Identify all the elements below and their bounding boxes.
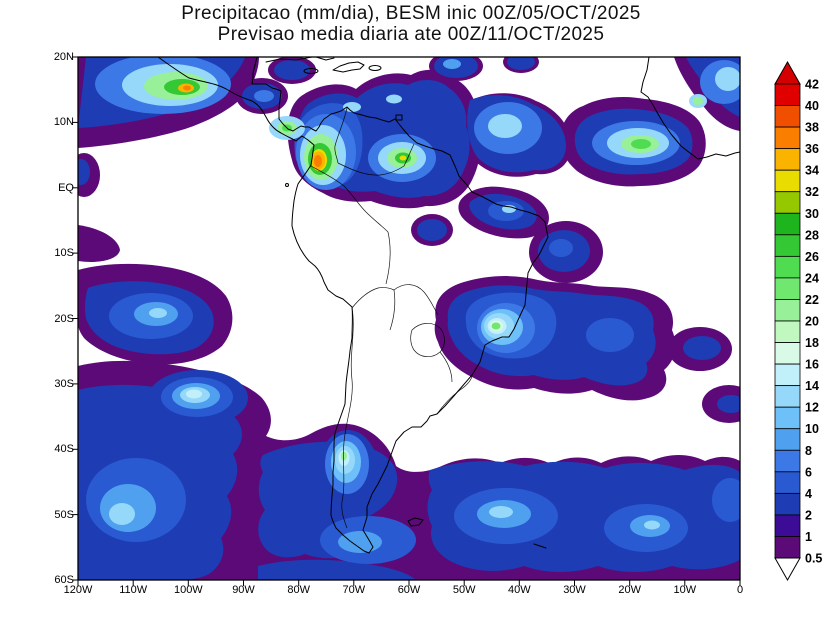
y-axis-label-30S: 30S — [34, 378, 74, 390]
x-axis-label-110W: 110W — [111, 584, 155, 596]
colorbar-cell — [775, 386, 800, 408]
y-axis-label-10N: 10N — [34, 116, 74, 128]
colorbar-cell — [775, 127, 800, 149]
colorbar-cell — [775, 343, 800, 365]
colorbar-cell — [775, 536, 800, 558]
colorbar-label-16: 16 — [805, 358, 819, 372]
colorbar-label-6: 6 — [805, 465, 812, 479]
precip-field-layer — [68, 51, 756, 580]
colorbar-label-42: 42 — [805, 78, 819, 92]
colorbar-cell — [775, 450, 800, 472]
colorbar-label-4: 4 — [805, 487, 812, 501]
x-axis-label-0: 0 — [718, 584, 762, 596]
colorbar-label-14: 14 — [805, 379, 819, 393]
colorbar-label-22: 22 — [805, 293, 819, 307]
colorbar-cell — [775, 472, 800, 494]
colorbar-cell — [775, 278, 800, 300]
y-axis-label-EQ: EQ — [34, 182, 74, 194]
x-axis-label-50W: 50W — [442, 584, 486, 596]
colorbar-label-10: 10 — [805, 422, 819, 436]
colorbar-label-38: 38 — [805, 121, 819, 135]
colorbar-cell — [775, 235, 800, 257]
colorbar-label-36: 36 — [805, 142, 819, 156]
y-axis-label-40S: 40S — [34, 443, 74, 455]
x-axis-label-40W: 40W — [497, 584, 541, 596]
x-axis-label-10W: 10W — [663, 584, 707, 596]
y-axis-label-50S: 50S — [34, 509, 74, 521]
colorbar-cell — [775, 149, 800, 171]
colorbar-cell — [775, 515, 800, 537]
colorbar-label-8: 8 — [805, 444, 812, 458]
colorbar-cell — [775, 429, 800, 451]
colorbar-label-26: 26 — [805, 250, 819, 264]
colorbar-cell — [775, 299, 800, 321]
colorbar-over-arrow — [775, 62, 800, 84]
colorbar-cell — [775, 106, 800, 128]
colorbar-label-32: 32 — [805, 185, 819, 199]
map-canvas — [0, 0, 825, 637]
colorbar-label-30: 30 — [805, 207, 819, 221]
x-axis-label-30W: 30W — [553, 584, 597, 596]
y-axis-label-10S: 10S — [34, 247, 74, 259]
x-axis-label-70W: 70W — [332, 584, 376, 596]
colorbar-label-12: 12 — [805, 401, 819, 415]
colorbar-cell — [775, 84, 800, 106]
x-axis-label-20W: 20W — [608, 584, 652, 596]
colorbar-cell — [775, 256, 800, 278]
x-axis-label-100W: 100W — [166, 584, 210, 596]
colorbar-cell — [775, 493, 800, 515]
colorbar-label-40: 40 — [805, 99, 819, 113]
colorbar-cell — [775, 213, 800, 235]
colorbar-label-0.5: 0.5 — [805, 552, 822, 566]
precip-forecast-figure: Precipitacao (mm/dia), BESM inic 00Z/05/… — [0, 0, 825, 637]
x-axis-label-120W: 120W — [56, 584, 100, 596]
colorbar-cell — [775, 321, 800, 343]
x-axis-label-80W: 80W — [277, 584, 321, 596]
colorbar-label-2: 2 — [805, 508, 812, 522]
colorbar-cell — [775, 170, 800, 192]
x-axis-label-60W: 60W — [387, 584, 431, 596]
colorbar-cell — [775, 407, 800, 429]
colorbar-under-arrow — [775, 558, 800, 580]
colorbar-label-18: 18 — [805, 336, 819, 350]
colorbar-cell — [775, 364, 800, 386]
colorbar-label-28: 28 — [805, 228, 819, 242]
x-axis-label-90W: 90W — [222, 584, 266, 596]
colorbar-label-20: 20 — [805, 315, 819, 329]
colorbar-label-1: 1 — [805, 530, 812, 544]
colorbar: 4240383634323028262422201816141210864210… — [768, 55, 825, 595]
y-axis-label-20N: 20N — [34, 51, 74, 63]
colorbar-label-24: 24 — [805, 271, 819, 285]
y-axis-label-20S: 20S — [34, 313, 74, 325]
colorbar-cell — [775, 192, 800, 214]
colorbar-label-34: 34 — [805, 164, 819, 178]
